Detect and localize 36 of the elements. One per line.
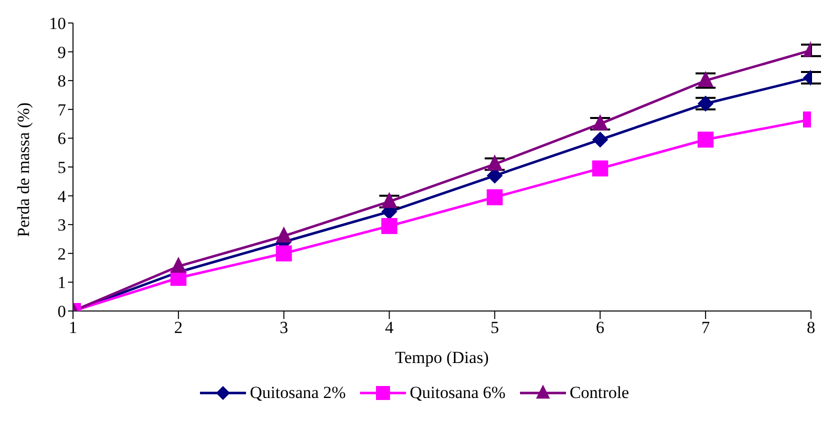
x-axis-title: Tempo (Dias) [395, 348, 489, 367]
point [381, 192, 398, 208]
point [698, 71, 714, 87]
y-tick-label: 1 [58, 273, 66, 292]
x-tick-label: 3 [280, 318, 288, 338]
point [698, 96, 714, 112]
y-tick-label: 3 [58, 216, 66, 235]
legend-label: Quitosana 6% [410, 383, 506, 403]
point [592, 160, 608, 176]
point [698, 132, 714, 148]
x-tick-label: 4 [385, 318, 394, 338]
x-tick-label: 8 [806, 318, 816, 338]
y-tick-label: 2 [58, 244, 66, 264]
y-tick-label: 4 [58, 186, 66, 206]
y-tick-label: 9 [58, 42, 66, 62]
point [276, 245, 292, 262]
point [381, 218, 398, 234]
point [170, 256, 186, 273]
y-axis-title: Perda de massa (%) [14, 102, 34, 237]
x-tick-label: 7 [701, 318, 710, 338]
legend-label: Controle [570, 383, 630, 403]
point [592, 132, 608, 148]
x-tick-label: 5 [490, 318, 499, 338]
point [592, 114, 608, 130]
y-tick-label: 8 [58, 72, 66, 91]
x-tick-label: 2 [174, 318, 183, 338]
point [276, 226, 292, 243]
point [486, 154, 503, 171]
y-tick-label: 7 [58, 100, 66, 120]
point [486, 189, 503, 206]
x-tick-label: 6 [596, 318, 604, 338]
y-tick-label: 10 [49, 14, 66, 34]
legend-label: Quitosana 2% [250, 383, 346, 403]
y-tick-label: 5 [58, 158, 66, 178]
y-tick-label: 6 [58, 129, 66, 148]
y-tick-label: 0 [58, 302, 66, 322]
